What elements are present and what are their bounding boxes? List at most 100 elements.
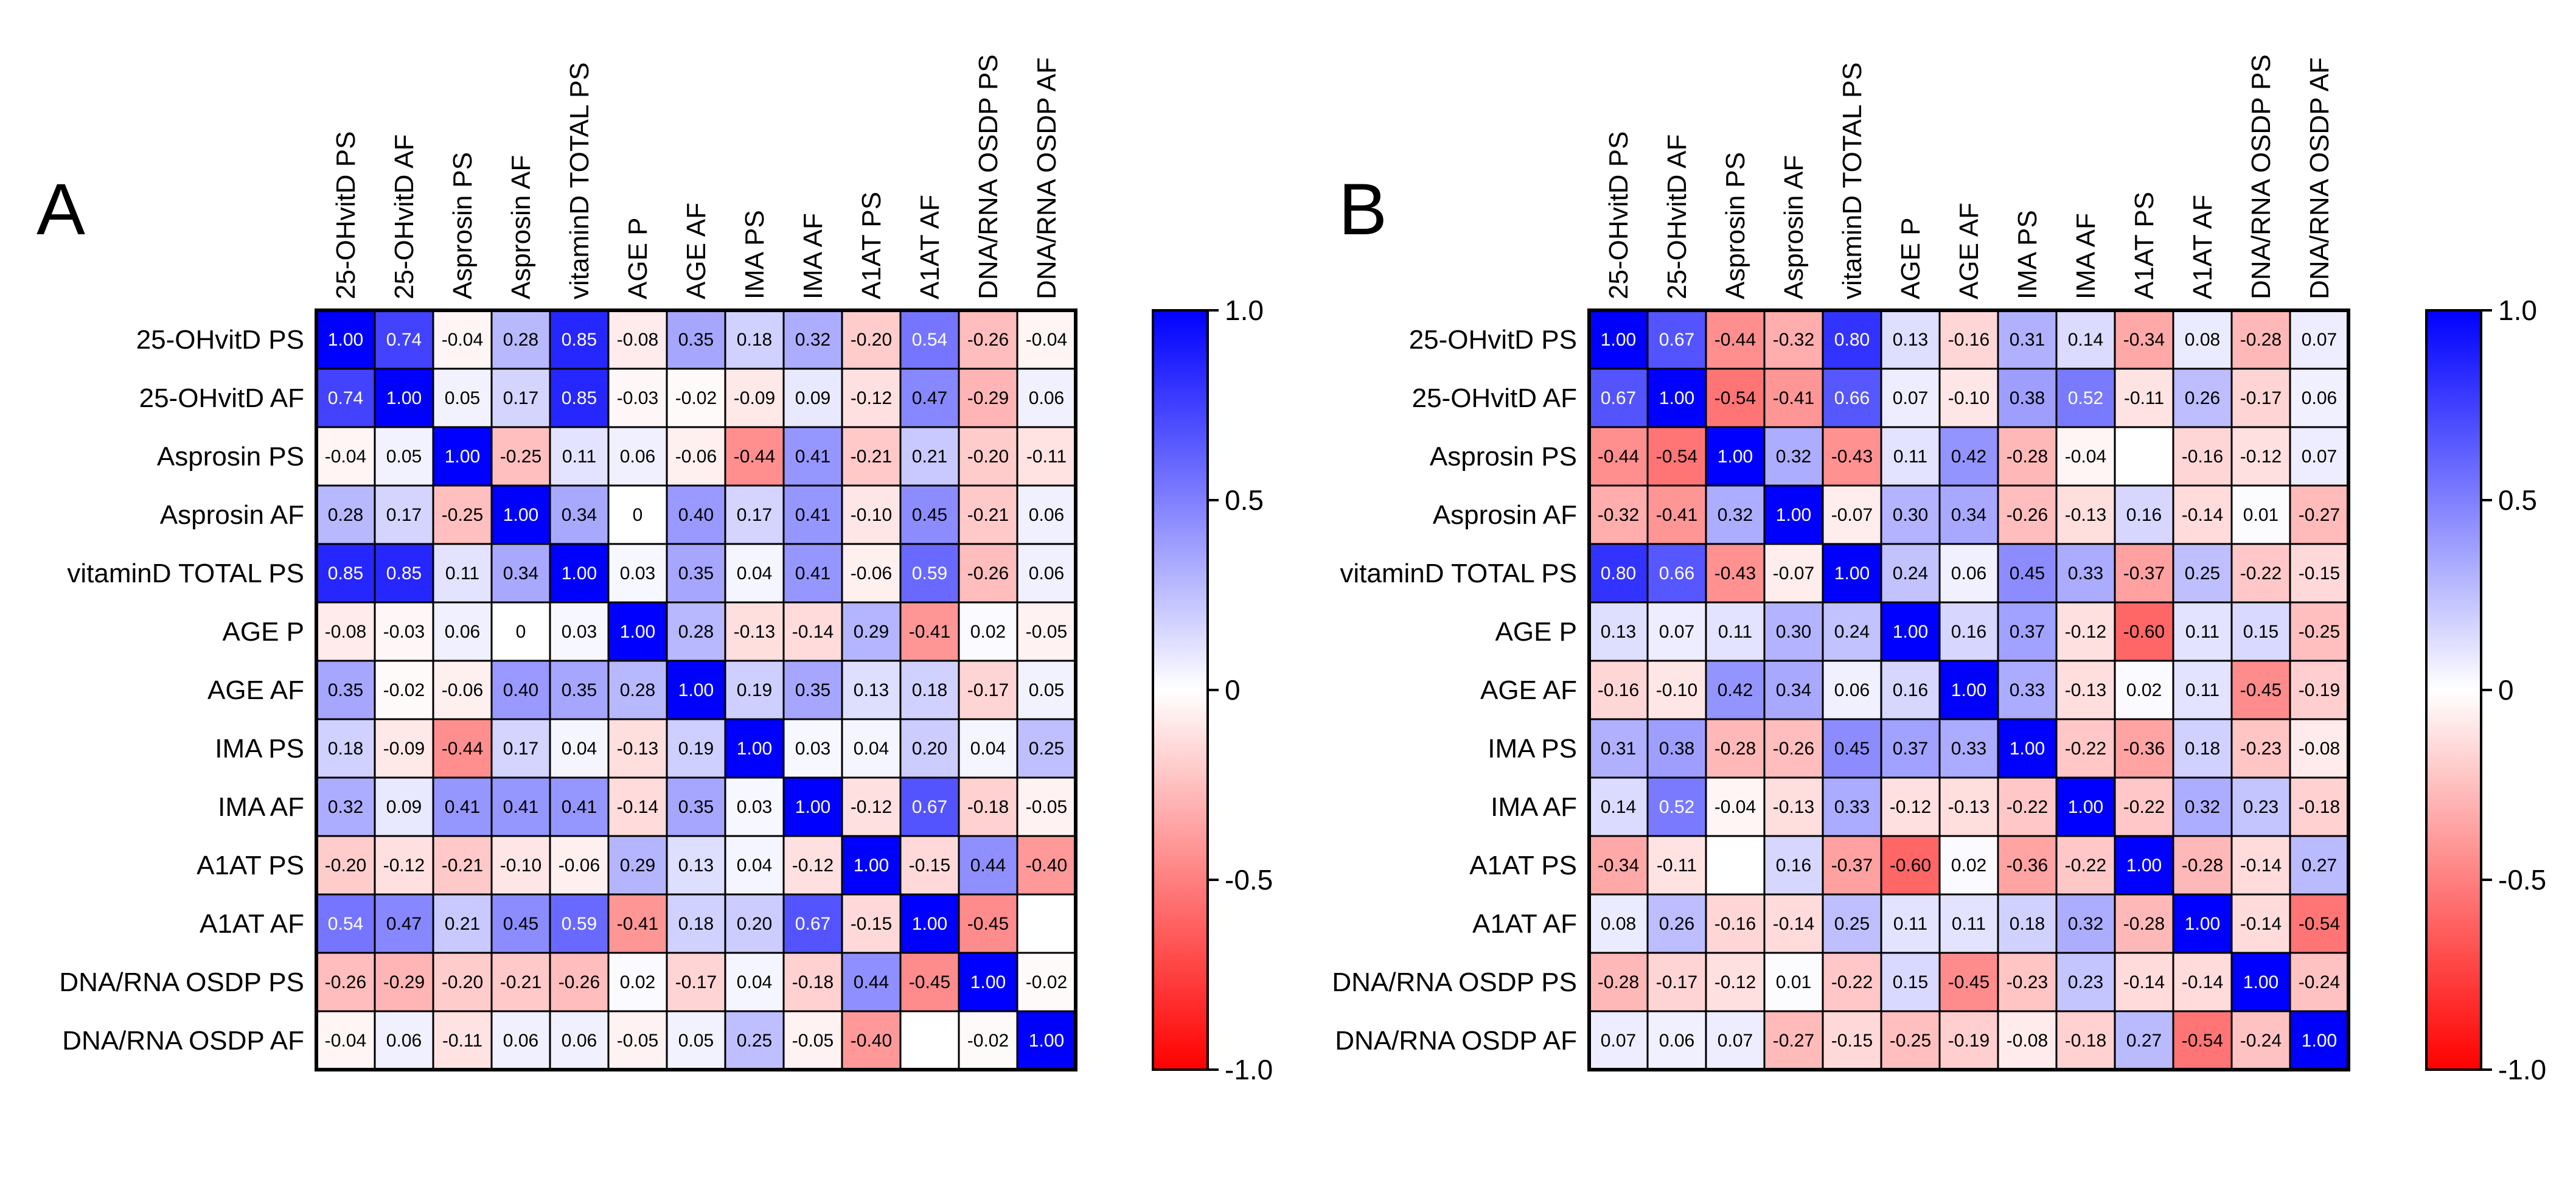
- panel-b-cell-value: 1.00: [1893, 622, 1928, 642]
- panel-a-cell: [899, 484, 960, 545]
- panel-b-cell: [2289, 835, 2350, 896]
- panel-a-cell-value: 0.29: [854, 622, 889, 642]
- panel-a-cell-value: 1.00: [795, 797, 830, 817]
- panel-b-cell: [2230, 543, 2291, 604]
- panel-b-cell-value: 0.01: [1776, 972, 1811, 992]
- panel-a-cell-value: 0.41: [562, 797, 597, 817]
- panel-b-cell-value: -0.28: [2240, 330, 2282, 350]
- panel-b-cell-value: 0.23: [2068, 972, 2103, 992]
- panel-b-cell-value: -0.37: [1831, 855, 1873, 876]
- panel-b-cell: [1880, 309, 1941, 370]
- panel-b-cell-value: -0.60: [2123, 622, 2165, 642]
- panel-a-col-label-dna-rna-osdp-af: DNA/RNA OSDP AF: [1032, 57, 1062, 299]
- panel-a-cell-value: 0.17: [503, 388, 538, 408]
- panel-a-cell-value: -0.13: [617, 739, 658, 759]
- panel-b-cell-value: -0.17: [2240, 388, 2282, 408]
- panel-b-cell-value: -0.37: [2123, 563, 2165, 584]
- panel-b-cell-value: -0.27: [1773, 1031, 1814, 1051]
- panel-a-cell: [490, 776, 551, 837]
- panel-a-cell-value: 0.20: [912, 739, 947, 759]
- panel-a-cell: [490, 835, 551, 896]
- panel-b-cell-value: 0.18: [2185, 739, 2220, 759]
- panel-b-cell: [1646, 835, 1707, 896]
- panel-a-cell-value: -0.08: [617, 330, 658, 350]
- panel-b-cell: [2230, 893, 2291, 954]
- panel-a-cell: [374, 1010, 434, 1071]
- panel-a-cell-value: -0.10: [500, 855, 541, 876]
- panel-a-row-label-asprosin-af: Asprosin AF: [160, 500, 304, 530]
- panel-a-row-label-asprosin-ps: Asprosin PS: [157, 442, 304, 472]
- panel-a-cell-value: -0.14: [617, 797, 658, 817]
- panel-b-cell: [1588, 368, 1649, 428]
- panel-b-cell-value: -0.43: [1714, 563, 1756, 584]
- panel-a-cell-value: 0.04: [737, 855, 772, 876]
- panel-a-cell-value: 0.21: [445, 914, 480, 934]
- panel-b-cell: [1646, 893, 1707, 954]
- panel-a-cell: [666, 718, 726, 779]
- panel-a-cell: [432, 835, 493, 896]
- panel-b-row-label-25-ohvitd-ps: 25-OHvitD PS: [1409, 325, 1577, 355]
- panel-b-col-label-a1at-af: A1AT AF: [2188, 195, 2218, 299]
- panel-b-col-label-age-p: AGE P: [1896, 218, 1926, 300]
- panel-a-cell-value: 0.44: [970, 855, 1006, 876]
- panel-b-col-label-dna-rna-osdp-af: DNA/RNA OSDP AF: [2305, 57, 2334, 299]
- panel-b-cell-value: 0.16: [2126, 505, 2162, 525]
- panel-b-cell-value: -0.22: [2240, 563, 2282, 584]
- panel-b: B1.00 0.67 -0.44 -0.32 0.80 0.13 -0.16 0.31 0.14…: [1332, 54, 2546, 1085]
- panel-a-col-label-ima-af: IMA AF: [798, 213, 828, 299]
- panel-b-cell-value: -0.22: [1831, 972, 1873, 992]
- panel-a-cell: [432, 601, 493, 662]
- panel-a-cell-value: -0.40: [851, 1031, 892, 1051]
- panel-b-cell-value: 0.67: [1601, 388, 1636, 408]
- panel-a-cell-value: 0.67: [912, 797, 947, 817]
- panel-b-cell: [2172, 484, 2233, 545]
- panel-b-cell: [2055, 660, 2116, 720]
- panel-a-cell: [1016, 718, 1077, 779]
- panel-a-col-label-asprosin-af: Asprosin AF: [506, 155, 536, 299]
- panel-b-cell-value: 0.25: [1834, 914, 1870, 934]
- panel-b-row-label-asprosin-af: Asprosin AF: [1433, 500, 1577, 530]
- panel-b-cell-value: -0.44: [1598, 447, 1639, 467]
- panel-a-cell-value: 0.04: [970, 739, 1006, 759]
- panel-b-cell-value: -0.22: [2123, 797, 2165, 817]
- panel-a-cell: [374, 601, 434, 662]
- panel-a-cell: [899, 835, 960, 896]
- panel-b-cell: [1705, 368, 1766, 428]
- panel-a-cell: [782, 660, 843, 720]
- panel-b-cell-value: -0.12: [1714, 972, 1756, 992]
- panel-b-cell: [1997, 601, 2058, 662]
- panel-b-cell: [1763, 368, 1824, 428]
- panel-b-cell-value: -0.17: [1656, 972, 1697, 992]
- panel-a-cell-value: 0.11: [562, 447, 596, 467]
- panel-b-cell: [1588, 484, 1649, 545]
- panel-a-cell: [432, 484, 493, 545]
- panel-b-cell-value: 0.32: [1776, 447, 1811, 467]
- panel-b-cell-value: -0.28: [1714, 739, 1756, 759]
- panel-a-cell-value: -0.15: [851, 914, 892, 934]
- panel-a-cell-value: 0.41: [795, 447, 830, 467]
- panel-a-col-label-a1at-af: A1AT AF: [915, 195, 945, 299]
- panel-a-cell-value: 0.04: [737, 563, 772, 584]
- panel-a-letter: A: [37, 169, 85, 250]
- panel-b-cell: [2172, 601, 2233, 662]
- panel-a-cell-value: 1.00: [970, 972, 1006, 992]
- panel-b-cell-value: 0.07: [1893, 388, 1928, 408]
- panel-a: A1.00 0.74 -0.04 0.28 0.85 -0.08 0.35 0.18 0.32-…: [37, 54, 1273, 1085]
- panel-a-row-label-a1at-ps: A1AT PS: [197, 851, 304, 880]
- panel-b-cell: [1646, 952, 1707, 1012]
- panel-b-cell-value: -0.13: [2065, 505, 2106, 525]
- panel-b-cell: [2172, 543, 2233, 604]
- panel-b-cell-value: 0.18: [2010, 914, 2045, 934]
- panel-b-cell: [2230, 426, 2291, 487]
- panel-b-cell-value: -0.32: [1773, 330, 1814, 350]
- panel-b-cell: [2114, 660, 2174, 720]
- panel-b-cell: [1588, 893, 1649, 954]
- panel-a-cell-value: -0.45: [967, 914, 1009, 934]
- panel-a-cell-value: -0.12: [792, 855, 834, 876]
- panel-b-cell-value: 0.24: [1834, 622, 1870, 642]
- panel-b-cell-value: 0.07: [2302, 447, 2337, 467]
- panel-b-cell-value: -0.36: [2123, 739, 2165, 759]
- panel-a-cell-value: -0.02: [967, 1031, 1009, 1051]
- panel-a-cell: [666, 660, 726, 720]
- panel-a-cell-value: 0.35: [562, 680, 597, 700]
